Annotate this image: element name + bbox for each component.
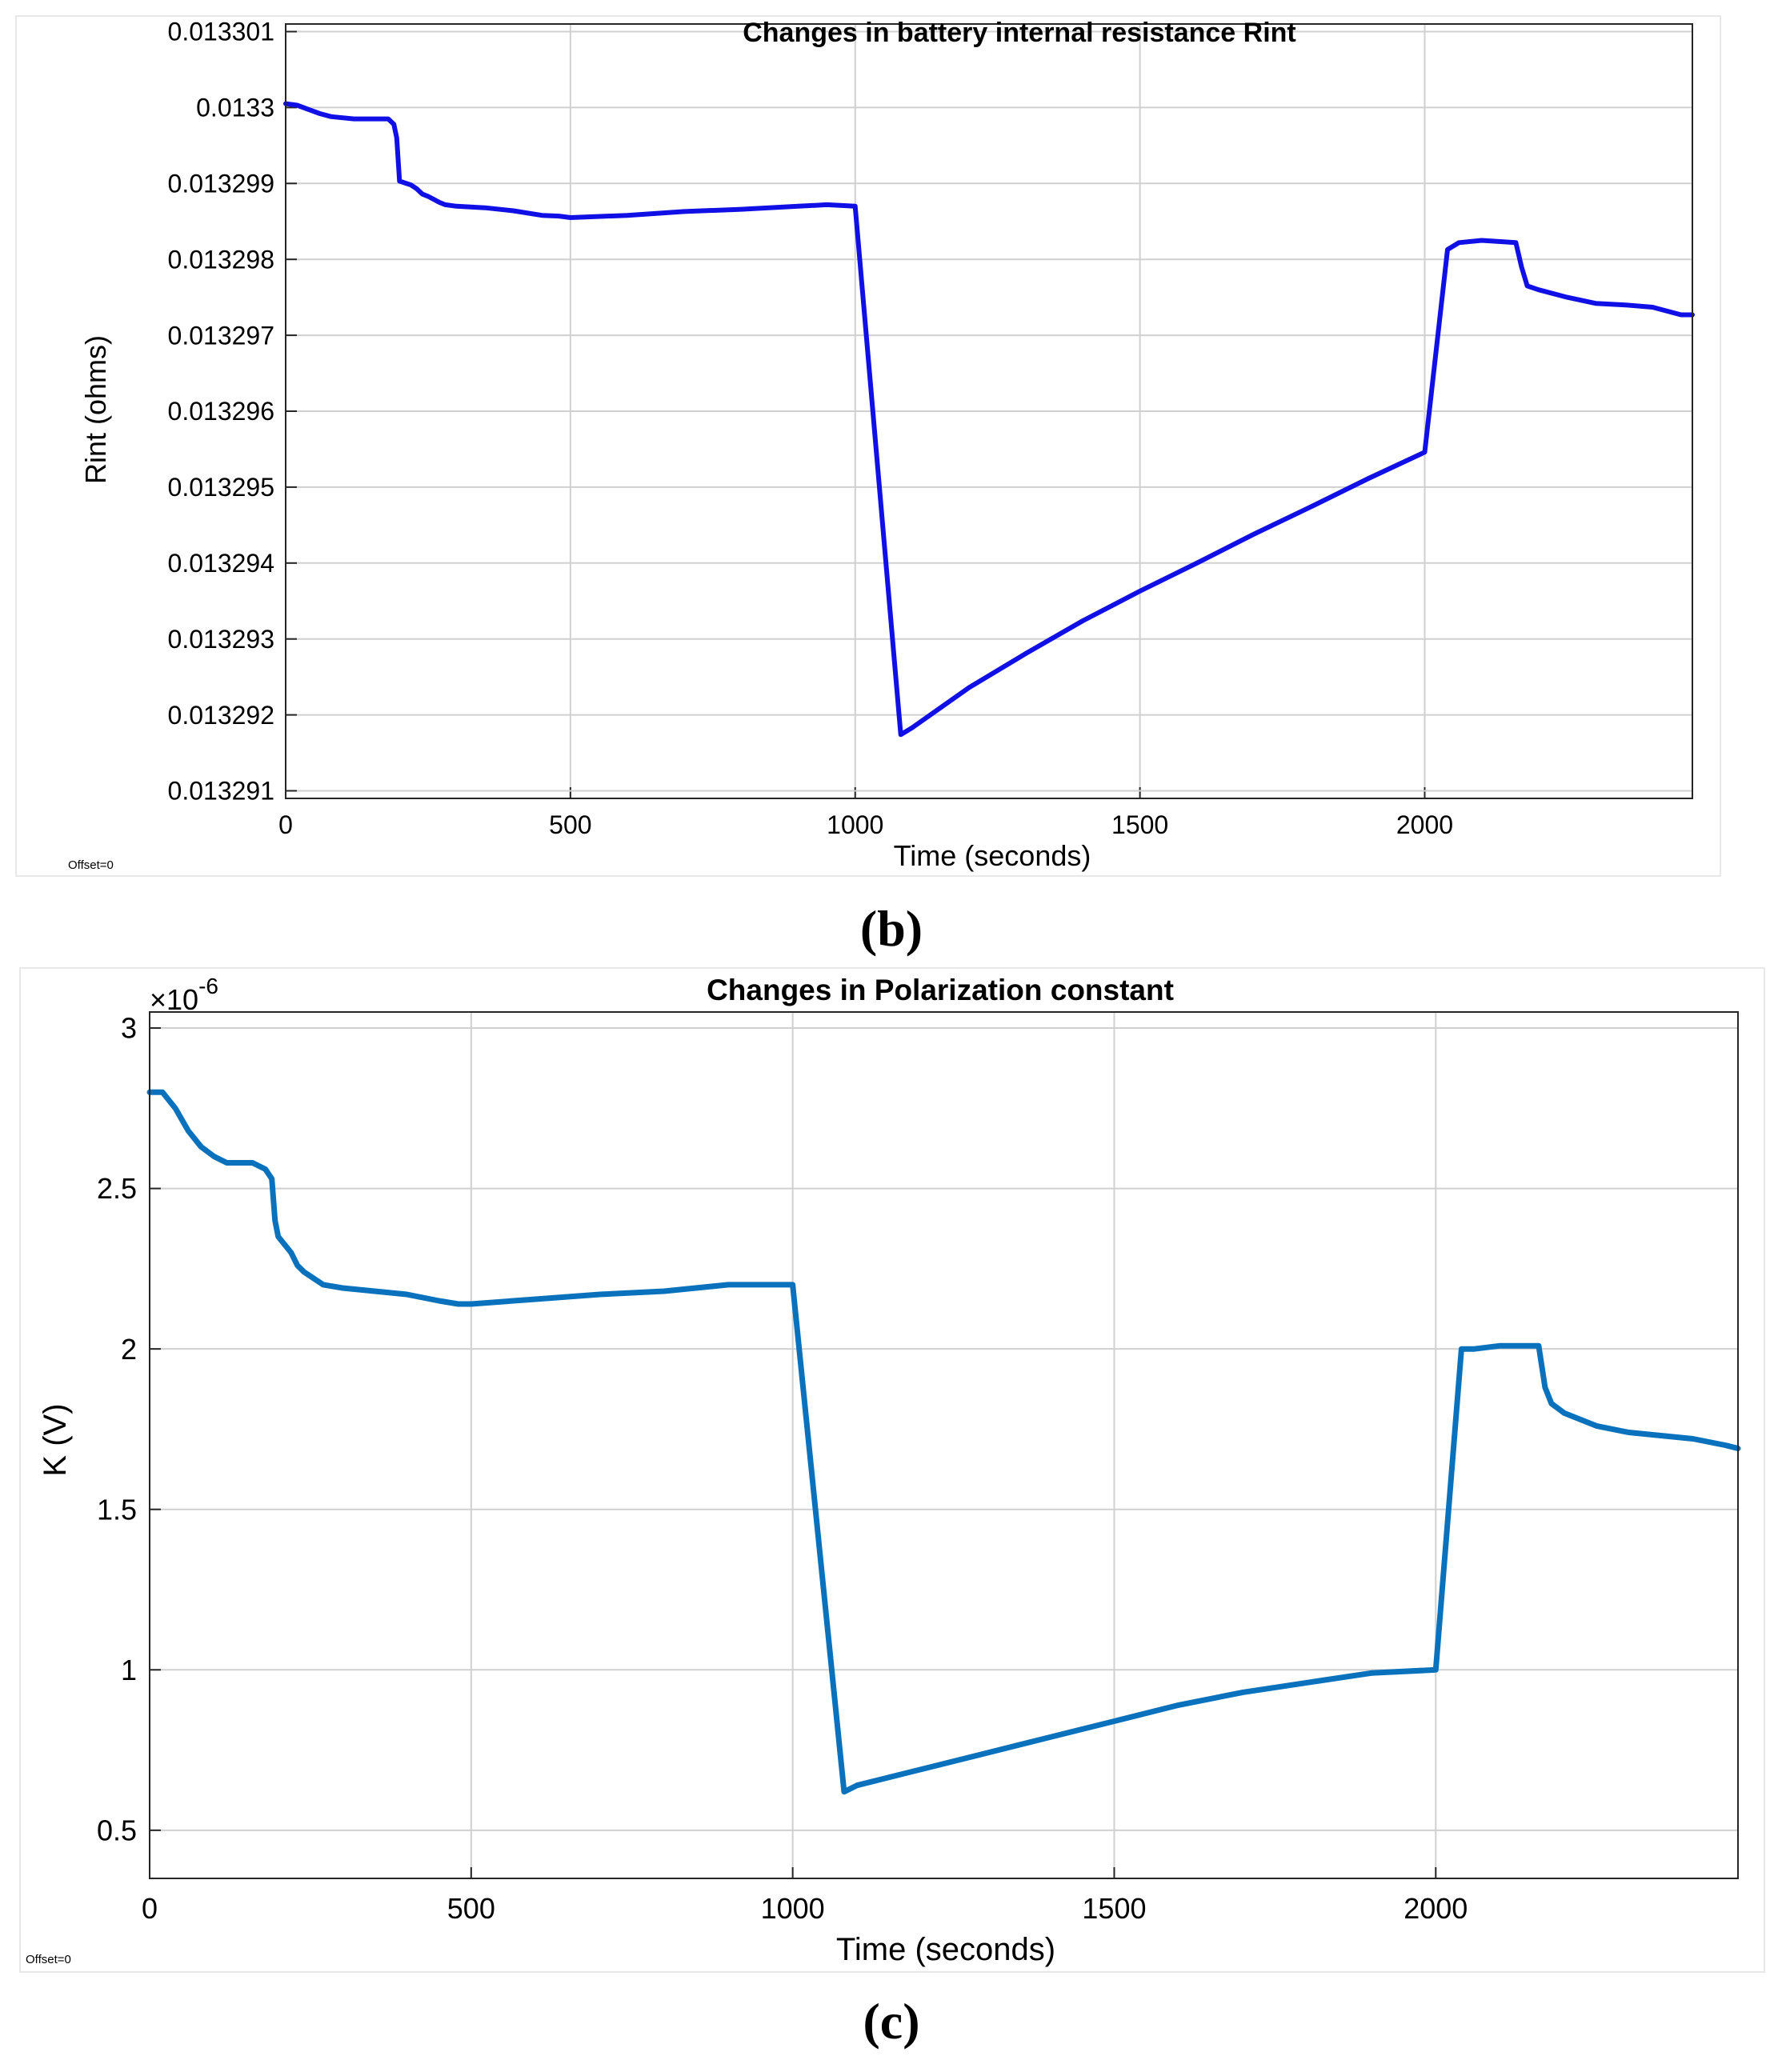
panel-label-b: (b)	[860, 900, 923, 957]
x-tick-label-c: 1500	[1082, 1892, 1146, 1925]
plot-frame-b	[285, 23, 1693, 799]
x-axis-label-c: Time (seconds)	[836, 1932, 1055, 1967]
x-tick-label-b: 1000	[827, 810, 883, 839]
x-tick-label-c: 1000	[761, 1892, 825, 1925]
offset-text-b: Offset=0	[68, 858, 114, 872]
y-tick-label-c: 1.5	[97, 1493, 137, 1526]
y-tick-label-c: 3	[121, 1012, 137, 1045]
y-tick-label-b: 0.013297	[168, 321, 274, 350]
y-tick-label-b: 0.013292	[168, 701, 274, 730]
x-tick-label-c: 500	[447, 1892, 495, 1925]
y-tick-label-b: 0.013299	[168, 169, 274, 198]
plot-area-c	[150, 1012, 1738, 1878]
y-tick-label-c: 2.5	[97, 1172, 137, 1205]
chart-rint: 0 500 1000 1500 2000 0.013291 0.013292 0.013293…	[15, 15, 1721, 877]
x-tick-label-c: 0	[142, 1892, 158, 1925]
y-tick-label-c: 2	[121, 1333, 137, 1366]
y-exponent-base: ×10	[150, 983, 198, 1016]
tick-labels-b: 0 500 1000 1500 2000 0.013291 0.013292 0.013293…	[168, 18, 1454, 839]
tick-labels-c: 0 500 1000 1500 2000 0.5 1 1.5 2 2.5 3	[97, 1012, 1468, 1925]
y-tick-label-b: 0.013294	[168, 549, 274, 578]
chart-title-c: Changes in Polarization constant	[707, 974, 1174, 1006]
y-tick-label-b: 0.013295	[168, 473, 274, 502]
y-tick-label-b: 0.013296	[168, 397, 274, 426]
panel-label-c: (c)	[863, 1993, 919, 2050]
x-tick-label-c: 2000	[1404, 1892, 1468, 1925]
y-axis-label-c: K (V)	[38, 1403, 73, 1476]
chart-polarization: 0 500 1000 1500 2000 0.5 1 1.5 2 2.5 3 Changes in …	[19, 967, 1765, 1973]
x-tick-label-b: 1500	[1111, 810, 1168, 839]
y-tick-label-c: 1	[121, 1654, 137, 1686]
y-tick-label-c: 0.5	[97, 1814, 137, 1846]
grid-b	[285, 24, 1692, 798]
x-tick-label-b: 0	[278, 810, 293, 839]
y-tick-label-b: 0.013293	[168, 625, 274, 654]
y-tick-label-b: 0.013301	[168, 18, 274, 46]
y-axis-label-b: Rint (ohms)	[79, 335, 112, 484]
y-tick-label-b: 0.0133	[196, 94, 274, 122]
rint-series-line	[283, 101, 1695, 738]
offset-text-c: Offset=0	[26, 1953, 71, 1966]
y-exponent-c: ×10-6	[150, 974, 218, 1016]
chart-title-b: Changes in battery internal resistance R…	[743, 18, 1296, 48]
k-series-line	[146, 1089, 1741, 1795]
plot-frame-c	[149, 1011, 1739, 1879]
x-axis-label-b: Time (seconds)	[894, 839, 1091, 872]
x-tick-label-b: 2000	[1396, 810, 1453, 839]
x-tick-label-b: 500	[549, 810, 591, 839]
y-exponent-power: -6	[198, 974, 218, 998]
y-tick-label-b: 0.013291	[168, 777, 274, 806]
y-tick-label-b: 0.013298	[168, 245, 274, 274]
